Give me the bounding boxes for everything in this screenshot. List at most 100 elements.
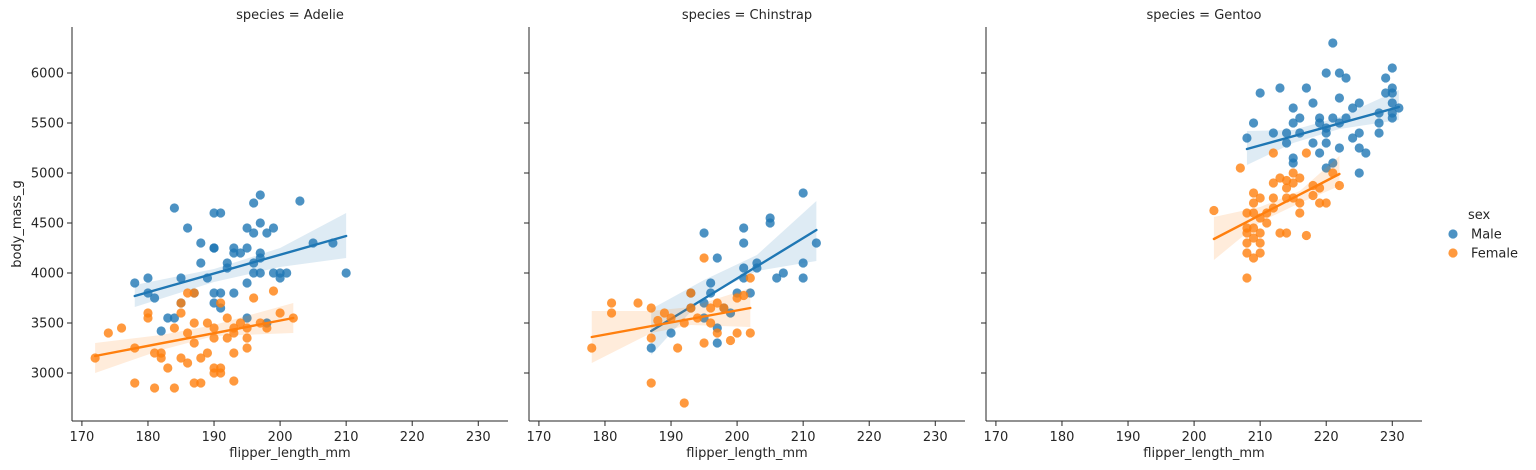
data-point <box>209 333 219 343</box>
data-point <box>1295 198 1305 208</box>
data-point <box>1381 73 1391 83</box>
data-point <box>209 243 219 253</box>
facet-title: species = Adelie <box>236 8 344 23</box>
data-point <box>183 223 193 233</box>
data-point <box>1374 118 1384 128</box>
data-point <box>1235 163 1245 173</box>
x-tick-label: 230 <box>1380 430 1405 445</box>
data-point <box>275 273 285 283</box>
data-point <box>1301 148 1311 158</box>
data-point <box>1248 208 1259 218</box>
x-tick-label: 210 <box>334 430 359 445</box>
data-point <box>699 253 709 263</box>
regression-line <box>93 316 295 358</box>
data-point <box>699 338 709 348</box>
data-point <box>1281 128 1292 138</box>
data-point <box>216 288 226 298</box>
x-tick-label: 230 <box>466 430 491 445</box>
facet-title: species = Chinstrap <box>682 8 812 23</box>
series-female <box>1209 148 1345 283</box>
data-point <box>149 383 160 393</box>
data-point <box>1242 228 1252 238</box>
data-point <box>765 218 775 228</box>
data-point <box>1248 198 1259 208</box>
data-point <box>745 273 755 283</box>
data-point <box>163 363 173 373</box>
y-axis-label: body_mass_g <box>10 180 25 268</box>
data-point <box>216 368 226 378</box>
data-point <box>189 378 199 388</box>
data-point <box>646 343 656 353</box>
data-point <box>1328 38 1338 48</box>
legend-marker <box>1448 248 1458 258</box>
data-point <box>255 190 265 200</box>
data-point <box>183 358 193 368</box>
data-point <box>1295 113 1305 123</box>
data-point <box>229 288 239 298</box>
x-axis-label: flipper_length_mm <box>686 446 807 461</box>
data-point <box>739 290 749 301</box>
data-point <box>1242 273 1252 283</box>
data-point <box>209 323 219 333</box>
data-point <box>1334 68 1345 78</box>
data-point <box>1315 198 1325 208</box>
y-tick-label: 3000 <box>31 367 64 382</box>
data-point <box>216 298 226 308</box>
legend-marker <box>1448 229 1458 239</box>
data-point <box>798 273 808 283</box>
data-point <box>1248 233 1259 243</box>
data-point <box>202 318 213 328</box>
data-point <box>242 343 252 353</box>
x-tick-label: 180 <box>593 430 618 445</box>
data-point <box>1301 83 1311 93</box>
data-point <box>242 278 252 288</box>
data-point <box>242 243 252 253</box>
data-point <box>169 383 179 393</box>
data-point <box>196 353 206 363</box>
data-point <box>1387 63 1397 73</box>
x-tick-label: 220 <box>857 430 882 445</box>
x-tick-label: 200 <box>725 430 750 445</box>
data-point <box>1348 133 1358 143</box>
x-tick-label: 190 <box>659 430 684 445</box>
data-point <box>196 378 206 388</box>
data-point <box>183 328 193 338</box>
data-point <box>712 253 722 263</box>
data-point <box>196 258 206 268</box>
data-point <box>1354 128 1364 138</box>
data-point <box>1295 173 1305 183</box>
data-point <box>242 223 252 233</box>
data-point <box>209 368 219 378</box>
data-point <box>275 308 285 318</box>
data-point <box>255 268 265 278</box>
x-tick-label: 200 <box>268 430 293 445</box>
data-point <box>659 308 670 318</box>
data-point <box>712 298 722 308</box>
series-female <box>90 286 298 393</box>
data-point <box>679 398 689 408</box>
data-point <box>209 288 219 298</box>
data-point <box>1268 128 1278 138</box>
data-point <box>229 376 239 386</box>
data-point <box>739 238 749 248</box>
data-point <box>176 353 186 363</box>
data-point <box>699 228 709 238</box>
x-tick-label: 210 <box>791 430 816 445</box>
legend-label: Female <box>1471 247 1518 262</box>
data-point <box>811 238 821 248</box>
x-tick-label: 170 <box>526 430 551 445</box>
regression-line <box>133 234 348 298</box>
regression-line <box>1212 172 1341 241</box>
data-point <box>745 328 755 338</box>
data-point <box>1242 238 1252 248</box>
data-point <box>1321 198 1331 208</box>
data-point <box>1248 118 1259 128</box>
data-point <box>739 223 749 233</box>
data-point <box>1255 88 1265 98</box>
series-female <box>587 253 755 408</box>
series-male <box>1242 38 1404 178</box>
data-point <box>712 338 722 348</box>
data-point <box>189 288 199 298</box>
data-point <box>653 315 663 326</box>
